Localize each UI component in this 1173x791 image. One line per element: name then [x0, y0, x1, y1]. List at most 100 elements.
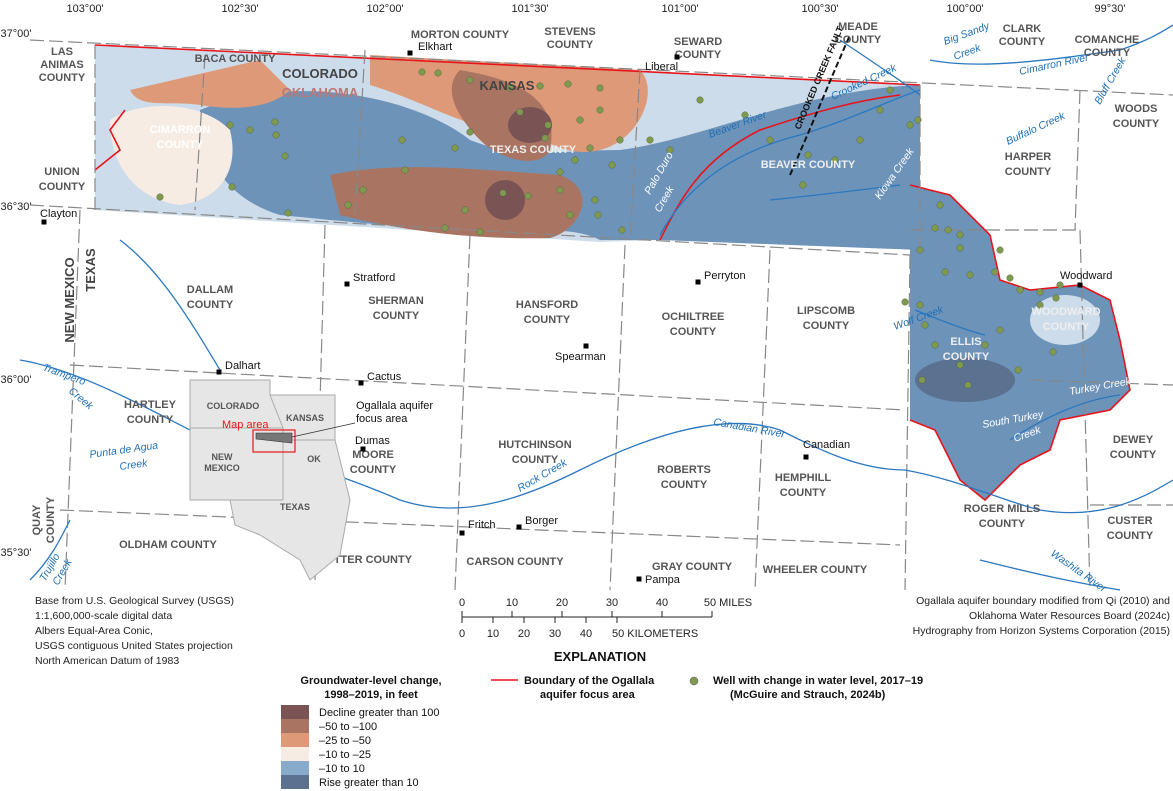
well-point	[591, 196, 599, 204]
legend-class-label: –10 to 10	[319, 763, 365, 775]
inset-state: NEW	[212, 452, 234, 462]
well-point	[1056, 281, 1064, 289]
river-label: Washita River	[1048, 548, 1109, 595]
county-label: STEVENS	[544, 26, 595, 38]
river-label: Bluff Creek	[1092, 55, 1129, 107]
well-point	[886, 86, 894, 94]
scale-bar	[461, 611, 713, 623]
county-label: POTTER COUNTY	[318, 554, 413, 566]
location-inset: COLORADO KANSAS NEW MEXICO OK TEXAS Map …	[189, 379, 433, 581]
city-marker	[459, 530, 465, 536]
scale-km: 30	[549, 628, 561, 640]
credits-right: Ogallala aquifer boundary modified from …	[913, 595, 1171, 637]
river-label: Buffalo Creek	[1004, 110, 1067, 148]
tick-lon: 102°00'	[366, 3, 403, 15]
legend-class-label: –10 to –25	[319, 749, 371, 761]
well-point	[466, 76, 474, 84]
river-label: Big Sandy	[942, 20, 992, 48]
county-label: COUNTY	[512, 454, 559, 466]
inset-callout: focus area	[356, 413, 408, 425]
well-point	[594, 211, 602, 219]
inset-state: OK	[307, 454, 321, 464]
county-label: HANSFORD	[516, 299, 578, 311]
county-label: COUNTY	[547, 39, 594, 51]
well-point	[434, 69, 442, 77]
well-point	[996, 246, 1004, 254]
legend-gw-title: 1998–2019, in feet	[324, 689, 418, 701]
well-point	[931, 341, 939, 349]
well-point	[916, 246, 924, 254]
county-label: COUNTY	[1084, 47, 1131, 59]
well-point	[901, 298, 909, 306]
county-label: COUNTY	[373, 310, 420, 322]
tick-lon: 101°30'	[511, 3, 548, 15]
county-label: LAS	[51, 46, 73, 58]
well-point	[516, 108, 524, 116]
well-point	[916, 301, 924, 309]
well-point	[576, 116, 584, 124]
tick-lon: 99°30'	[1095, 3, 1126, 15]
decline-area-3	[330, 167, 583, 239]
well-point	[246, 126, 254, 134]
legend-well-swatch	[689, 676, 699, 686]
county-label: COUNTY	[1113, 118, 1160, 130]
county-label: WOODS	[1115, 103, 1158, 115]
well-point	[616, 136, 624, 144]
map-area-label: Map area	[222, 419, 269, 431]
county-label: WOODWARD	[1031, 306, 1100, 318]
city-marker	[358, 380, 364, 386]
decline-100-area	[508, 107, 552, 143]
county-label: BACA COUNTY	[195, 53, 277, 65]
river-label: Punta de Agua	[89, 439, 159, 461]
credit-line: North American Datum of 1983	[35, 655, 179, 667]
well-point	[596, 106, 604, 114]
tick-lat: 37°00'	[1, 28, 32, 40]
cimarron-pale	[110, 106, 233, 205]
tick-lon: 100°30'	[801, 3, 838, 15]
credits-left: Base from U.S. Geological Survey (USGS) …	[35, 595, 234, 667]
well-point	[536, 82, 544, 90]
credit-line: Albers Equal-Area Conic,	[35, 625, 153, 637]
well-point	[981, 341, 989, 349]
well-point	[564, 80, 572, 88]
city-labels: Elkhart Liberal Clayton Stratford Perryton Sp…	[40, 41, 1112, 586]
county-label: BEAVER COUNTY	[761, 159, 856, 171]
well-point	[541, 134, 549, 142]
city-marker	[803, 454, 809, 460]
legend-swatch	[281, 747, 309, 761]
county-label: COUNTY	[127, 414, 174, 426]
well-point	[1036, 288, 1044, 296]
well-point	[766, 136, 774, 144]
county-label: COUNTY	[999, 36, 1046, 48]
credit-line: Base from U.S. Geological Survey (USGS)	[35, 595, 234, 607]
county-label: HARPER	[1005, 151, 1052, 163]
county-label: MORTON COUNTY	[411, 29, 510, 41]
county-label: COUNTY	[803, 320, 850, 332]
credit-line: 1:1,600,000-scale digital data	[35, 610, 172, 622]
county-label: COUNTY	[943, 351, 990, 363]
state-label: KANSAS	[480, 78, 535, 93]
tick-lon: 101°00'	[661, 3, 698, 15]
well-point	[556, 186, 564, 194]
well-point	[941, 268, 949, 276]
well-point	[344, 201, 352, 209]
well-point	[476, 228, 484, 236]
scale-mile: 0	[459, 597, 465, 609]
city-label: Borger	[525, 515, 558, 527]
legend-class-label: Rise greater than 10	[319, 777, 419, 789]
tick-lon: 103°00'	[66, 3, 103, 15]
cimarron-decline	[130, 60, 290, 108]
well-point	[1014, 366, 1022, 374]
county-label: DEWEY	[1113, 434, 1154, 446]
well-point	[741, 111, 749, 119]
city-label: Elkhart	[418, 41, 452, 53]
scale-labels: 0 10 20 30 40 50 MILES 0 10 20 30 40 50 …	[459, 597, 752, 640]
county-label: COUNTY	[1110, 449, 1157, 461]
legend-class-label: –50 to –100	[319, 721, 377, 733]
well-point	[804, 151, 812, 159]
county-label: COUNTY	[835, 34, 882, 46]
legend-swatch	[281, 775, 309, 789]
crooked-creek-fault	[789, 34, 851, 176]
county-label: LIPSCOMB	[797, 305, 855, 317]
well-point	[441, 224, 449, 232]
